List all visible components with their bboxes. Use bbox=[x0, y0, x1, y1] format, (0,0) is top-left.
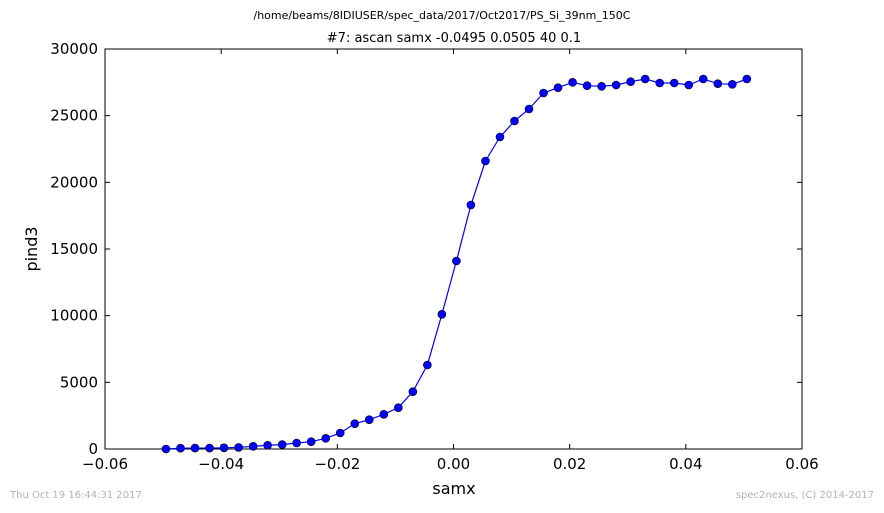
data-point bbox=[640, 74, 650, 84]
data-point bbox=[655, 78, 664, 88]
data-point bbox=[553, 83, 563, 92]
data-point bbox=[248, 442, 258, 451]
data-point bbox=[437, 310, 447, 319]
x-tick-label: 0.00 bbox=[437, 455, 470, 473]
data-point bbox=[408, 387, 418, 396]
x-tick-label: 0.02 bbox=[553, 455, 586, 473]
data-point bbox=[205, 443, 214, 453]
data-point bbox=[306, 437, 316, 446]
x-tick-label: 0.06 bbox=[785, 455, 818, 473]
data-point bbox=[263, 440, 272, 450]
x-tick-label: −0.06 bbox=[82, 455, 128, 473]
footer-timestamp: Thu Oct 19 16:44:31 2017 bbox=[9, 490, 142, 501]
data-point bbox=[161, 444, 171, 454]
data-point bbox=[611, 80, 621, 90]
data-point bbox=[713, 79, 723, 88]
data-point bbox=[698, 74, 708, 84]
data-point bbox=[423, 360, 432, 370]
y-tick-label: 20000 bbox=[50, 173, 98, 191]
data-point bbox=[626, 77, 635, 86]
x-tick-label: −0.02 bbox=[314, 455, 360, 473]
data-point bbox=[176, 443, 185, 453]
data-point bbox=[350, 419, 360, 428]
x-tick-label: 0.04 bbox=[669, 455, 702, 473]
x-tick-label: −0.04 bbox=[198, 455, 244, 473]
figure-path-title: /home/beams/8IDIUSER/spec_data/2017/Oct2… bbox=[254, 9, 631, 22]
data-point bbox=[234, 443, 243, 452]
data-point bbox=[364, 415, 374, 424]
data-point bbox=[568, 78, 577, 87]
data-point bbox=[524, 104, 534, 114]
data-point bbox=[292, 438, 301, 448]
data-point bbox=[452, 256, 461, 266]
data-point bbox=[539, 88, 548, 98]
data-point bbox=[190, 443, 200, 453]
data-point bbox=[481, 156, 490, 166]
data-point bbox=[669, 78, 679, 88]
x-axis-label: samx bbox=[432, 479, 475, 498]
data-point bbox=[394, 403, 403, 412]
y-tick-label: 30000 bbox=[50, 40, 98, 58]
y-tick-label: 5000 bbox=[60, 373, 98, 391]
y-tick-label: 0 bbox=[88, 440, 98, 458]
data-point bbox=[379, 410, 389, 419]
data-point bbox=[219, 443, 229, 453]
data-point bbox=[597, 82, 606, 91]
y-tick-label: 15000 bbox=[50, 240, 98, 258]
chart-title: #7: ascan samx -0.0495 0.0505 40 0.1 bbox=[327, 31, 581, 46]
y-tick-label: 25000 bbox=[50, 107, 98, 125]
data-point bbox=[277, 440, 287, 449]
data-point bbox=[466, 200, 476, 210]
data-point bbox=[727, 80, 737, 89]
data-point bbox=[335, 428, 345, 438]
data-point bbox=[510, 116, 519, 126]
plot-area: −0.06 −0.04 −0.02 0.00 0.02 0.04 0.06 0 5000 1000… bbox=[50, 40, 818, 473]
y-axis-label: pind3 bbox=[22, 226, 41, 271]
data-point bbox=[582, 81, 592, 90]
y-tick-label: 10000 bbox=[50, 307, 98, 325]
data-point bbox=[742, 74, 752, 84]
data-point bbox=[684, 80, 694, 90]
footer-credit: spec2nexus, (C) 2014-2017 bbox=[736, 490, 874, 501]
data-point bbox=[495, 132, 505, 142]
data-point bbox=[321, 434, 331, 443]
